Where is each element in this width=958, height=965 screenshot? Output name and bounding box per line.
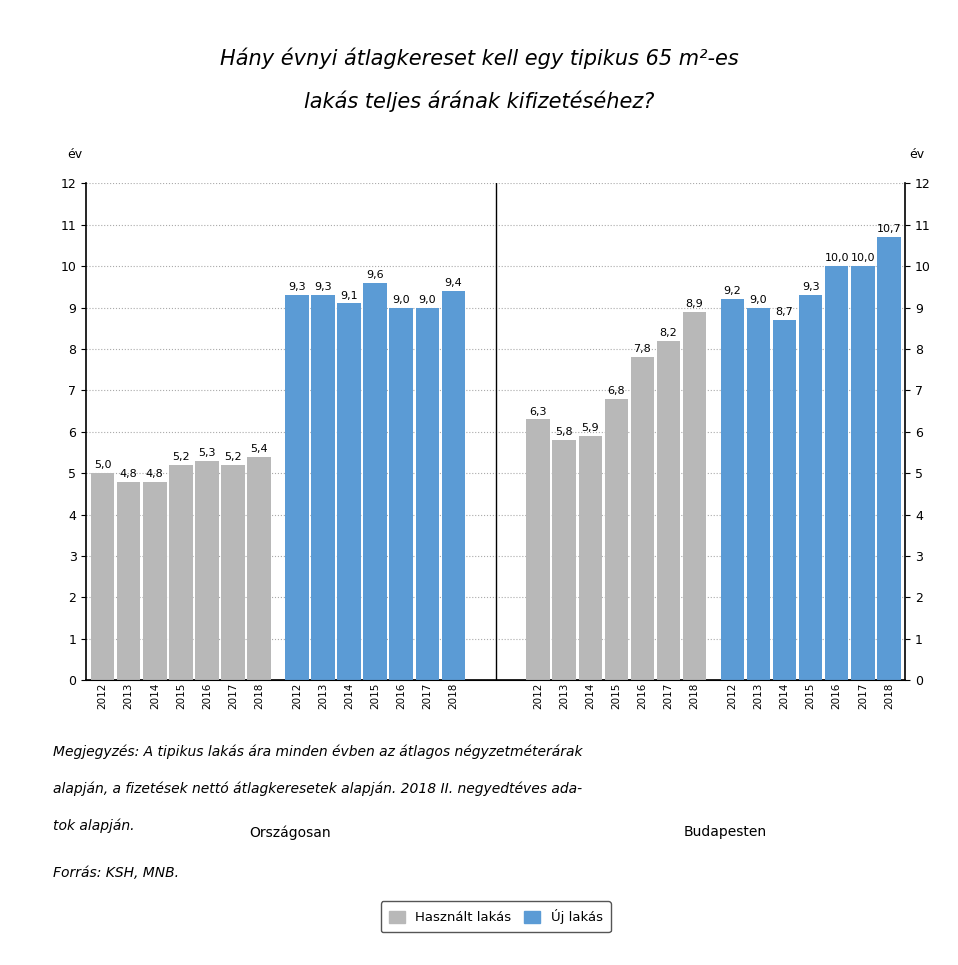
Bar: [195, 461, 218, 680]
Bar: [117, 482, 141, 680]
Bar: [311, 295, 334, 680]
Bar: [720, 299, 744, 680]
Text: 5,8: 5,8: [556, 427, 573, 437]
Text: 6,3: 6,3: [530, 406, 547, 417]
Text: 5,2: 5,2: [172, 452, 190, 462]
Text: 9,4: 9,4: [445, 278, 463, 289]
Bar: [553, 440, 576, 680]
Text: 9,3: 9,3: [288, 283, 306, 292]
Bar: [337, 303, 361, 680]
Bar: [604, 399, 628, 680]
Bar: [526, 420, 550, 680]
Text: Megjegyzés: A tipikus lakás ára minden évben az átlagos négyzetméterárak: Megjegyzés: A tipikus lakás ára minden é…: [53, 745, 582, 759]
Bar: [363, 283, 387, 680]
Text: alapján, a fizetések nettó átlagkeresetek alapján. 2018 II. negyedtéves ada-: alapján, a fizetések nettó átlagkeresete…: [53, 782, 582, 796]
Text: Budapesten: Budapesten: [684, 825, 766, 840]
Bar: [170, 465, 193, 680]
Text: Forrás: KSH, MNB.: Forrás: KSH, MNB.: [53, 866, 179, 880]
Bar: [221, 465, 245, 680]
Bar: [746, 308, 770, 680]
Text: 4,8: 4,8: [120, 469, 138, 479]
Bar: [683, 312, 706, 680]
Text: 5,0: 5,0: [94, 460, 111, 470]
Text: 8,9: 8,9: [686, 299, 703, 309]
Text: 4,8: 4,8: [146, 469, 164, 479]
Bar: [878, 237, 901, 680]
Bar: [825, 266, 849, 680]
Bar: [91, 473, 114, 680]
Text: Hány évnyi átlagkereset kell egy tipikus 65 m²-es: Hány évnyi átlagkereset kell egy tipikus…: [219, 47, 739, 69]
Text: lakás teljes árának kifizetéséhez?: lakás teljes árának kifizetéséhez?: [304, 91, 654, 112]
Text: 9,3: 9,3: [802, 283, 819, 292]
Bar: [851, 266, 875, 680]
Text: 10,0: 10,0: [851, 253, 875, 263]
Bar: [247, 456, 271, 680]
Bar: [799, 295, 822, 680]
Text: tok alapján.: tok alapján.: [53, 818, 134, 833]
Text: 5,3: 5,3: [198, 448, 216, 458]
Bar: [143, 482, 167, 680]
Text: 5,9: 5,9: [582, 423, 599, 433]
Bar: [773, 320, 796, 680]
Text: év: év: [909, 148, 924, 161]
Text: 6,8: 6,8: [607, 386, 626, 396]
Bar: [285, 295, 308, 680]
Text: 8,2: 8,2: [660, 328, 677, 338]
Bar: [579, 436, 602, 680]
Text: 8,7: 8,7: [776, 307, 793, 317]
Text: 5,4: 5,4: [250, 444, 268, 454]
Bar: [390, 308, 413, 680]
Text: Országosan: Országosan: [249, 825, 331, 840]
Text: 9,0: 9,0: [419, 294, 436, 305]
Text: 9,3: 9,3: [314, 283, 331, 292]
Text: 7,8: 7,8: [633, 345, 651, 354]
Text: 10,7: 10,7: [877, 224, 901, 234]
Text: 10,0: 10,0: [825, 253, 849, 263]
Text: év: év: [67, 148, 82, 161]
Text: 9,1: 9,1: [340, 290, 358, 300]
Bar: [442, 291, 466, 680]
Text: 9,6: 9,6: [366, 270, 384, 280]
Bar: [657, 341, 680, 680]
Text: 9,0: 9,0: [393, 294, 410, 305]
Text: 5,2: 5,2: [224, 452, 241, 462]
Bar: [630, 357, 654, 680]
Bar: [416, 308, 439, 680]
Text: 9,2: 9,2: [723, 287, 741, 296]
Text: 9,0: 9,0: [750, 294, 767, 305]
Legend: Használt lakás, Új lakás: Használt lakás, Új lakás: [380, 901, 611, 932]
